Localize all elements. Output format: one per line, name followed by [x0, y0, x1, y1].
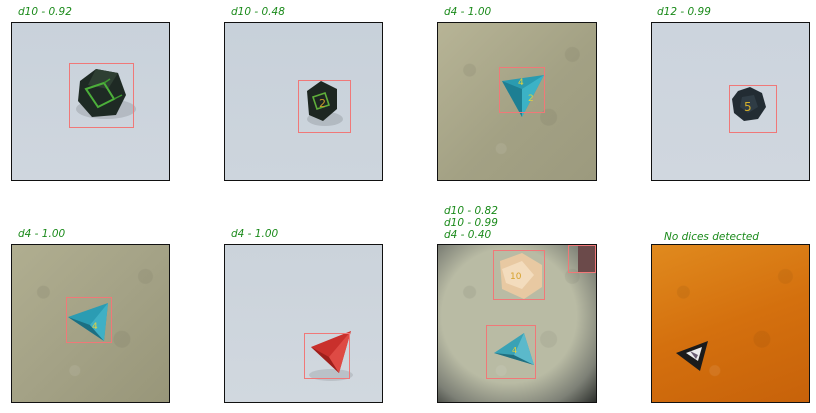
d4-die-icon: 4 — [68, 303, 108, 341]
panel-3-title: d4 - 1.00 — [444, 6, 492, 18]
detection-box — [304, 333, 350, 379]
svg-text:4: 4 — [518, 78, 524, 88]
svg-text:2: 2 — [319, 97, 326, 110]
svg-text:4: 4 — [512, 346, 517, 355]
detection-box — [66, 297, 112, 343]
panel-5-title: d4 - 1.00 — [18, 228, 66, 240]
panel-7-title: d10 - 0.82 d10 - 0.99 d4 - 0.40 — [444, 205, 498, 241]
panel-8-image — [651, 244, 810, 403]
svg-text:10: 10 — [510, 272, 522, 282]
svg-text:2: 2 — [528, 94, 534, 104]
panel-1-image — [11, 22, 170, 181]
panel-8-title: No dices detected — [664, 231, 759, 243]
detection-box — [499, 67, 545, 113]
panel-6-title: d4 - 1.00 — [231, 228, 279, 240]
dice-cluster-icon: 10 4 — [494, 245, 596, 365]
panel-2-title: d10 - 0.48 — [231, 6, 285, 18]
panel-5-image: 4 — [11, 244, 170, 403]
panel-4-image: 5 — [651, 22, 810, 181]
panel-2-image: 2 — [224, 22, 383, 181]
d4-die-icon — [309, 331, 353, 381]
detection-box — [486, 325, 536, 379]
panel-6-image — [224, 244, 383, 403]
detection-box — [568, 245, 596, 273]
pointer-object-icon — [676, 341, 708, 371]
d4-die-icon: 4 2 — [502, 75, 544, 117]
d10-die-icon: 2 — [307, 81, 343, 126]
svg-text:4: 4 — [92, 322, 98, 332]
detection-box — [69, 63, 134, 128]
detection-box — [298, 80, 351, 133]
panel-3-image: 4 2 — [437, 22, 597, 181]
panel-1-title: d10 - 0.92 — [18, 6, 72, 18]
svg-text:5: 5 — [744, 100, 752, 114]
panel-7-image: 10 4 — [437, 244, 597, 403]
panel-4-title: d12 - 0.99 — [657, 6, 711, 18]
detection-box — [729, 85, 777, 133]
detection-box — [493, 250, 545, 300]
d12-die-icon: 5 — [732, 87, 766, 121]
d10-die-icon — [76, 69, 136, 119]
